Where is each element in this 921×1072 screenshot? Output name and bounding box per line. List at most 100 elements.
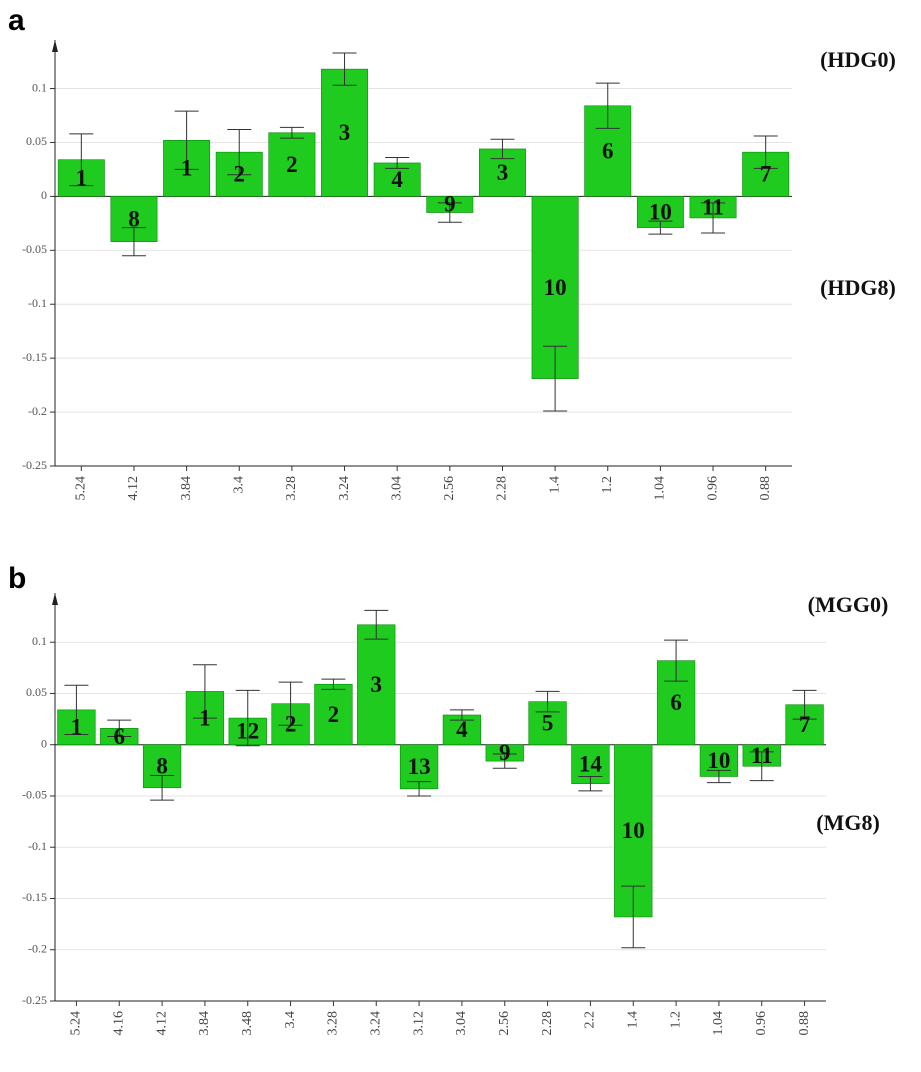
- error-bar: [107, 719, 132, 738]
- error-bar: [437, 202, 462, 223]
- bar-label: 10: [544, 275, 567, 300]
- x-tick-label: 1.04: [653, 476, 668, 501]
- bar-label: 7: [799, 712, 811, 737]
- x-tick-label: 0.88: [797, 1011, 812, 1036]
- error-bar: [235, 689, 260, 747]
- x-tick-label: 4.12: [154, 1011, 169, 1036]
- error-bar: [121, 227, 146, 257]
- x-tick-label: 4.16: [111, 1011, 126, 1036]
- x-tick-label: 5.24: [74, 476, 89, 501]
- x-tick-label: 2.56: [497, 1011, 512, 1036]
- y-tick-label: -0.25: [22, 993, 47, 1007]
- y-tick-label: 0: [41, 188, 47, 202]
- bar-label: 6: [602, 138, 614, 163]
- x-tick-label: 1.2: [600, 476, 615, 494]
- y-tick-label: -0.15: [22, 890, 47, 904]
- error-bar: [706, 769, 731, 784]
- bar: [321, 68, 368, 197]
- x-tick-label: 3.04: [454, 1011, 469, 1036]
- error-bar: [174, 110, 199, 170]
- bar-label: 4: [391, 167, 403, 192]
- error-bar: [332, 52, 357, 86]
- error-bar: [578, 775, 603, 792]
- bar-label: 4: [456, 717, 468, 742]
- error-bar: [192, 664, 217, 719]
- x-tick-label: 1.4: [625, 1011, 640, 1029]
- x-tick-label: 4.12: [126, 476, 141, 501]
- bar-label: 1: [71, 715, 83, 740]
- bar-label: 2: [285, 711, 297, 736]
- error-bar: [385, 157, 410, 169]
- series-label: (MGG0): [808, 592, 889, 617]
- bar-label: 6: [114, 724, 126, 749]
- bar-label: 11: [751, 743, 773, 768]
- y-tick-label: -0.1: [28, 296, 47, 310]
- error-bar: [64, 684, 89, 735]
- bar-label: 1: [199, 705, 211, 730]
- error-bar: [749, 751, 774, 782]
- bar-label: 1: [181, 156, 193, 181]
- error-bar: [543, 345, 568, 412]
- bar: [314, 683, 353, 746]
- bar-label: 13: [408, 754, 431, 779]
- series-label: (HDG8): [820, 275, 896, 300]
- x-tick-label: 2.56: [442, 476, 457, 501]
- y-tick-label: 0.05: [26, 134, 47, 148]
- error-bar: [364, 609, 389, 640]
- bar-label: 3: [497, 160, 509, 185]
- error-bar: [321, 678, 346, 690]
- error-bar: [150, 774, 175, 801]
- x-tick-label: 1.04: [711, 1011, 726, 1036]
- y-tick-label: -0.2: [28, 404, 47, 418]
- bar-label: 2: [234, 162, 246, 187]
- x-tick-label: 0.96: [705, 476, 720, 501]
- bar-label: 2: [328, 702, 340, 727]
- error-bar: [595, 82, 620, 129]
- bar-label: 8: [156, 754, 168, 779]
- y-tick-label: -0.2: [28, 941, 47, 955]
- error-bar: [278, 681, 303, 726]
- error-bar: [69, 133, 94, 187]
- y-tick-label: -0.1: [28, 839, 47, 853]
- series-label: (HDG0): [820, 47, 896, 72]
- x-tick-label: 3.48: [240, 1011, 255, 1036]
- axis-arrow: [52, 593, 58, 605]
- x-tick-label: 3.4: [283, 1011, 298, 1029]
- y-tick-label: -0.05: [22, 242, 47, 256]
- series-label: (MG8): [816, 810, 880, 835]
- error-bar: [792, 689, 817, 720]
- panel-letter: a: [8, 4, 25, 37]
- error-bar: [664, 639, 689, 682]
- y-tick-label: 0.1: [32, 80, 47, 94]
- error-bar: [449, 709, 474, 721]
- bar: [357, 624, 396, 746]
- x-tick-label: 0.96: [754, 1011, 769, 1036]
- panel-letter: b: [8, 562, 26, 595]
- error-bar: [535, 690, 560, 713]
- bar-label: 1: [76, 165, 88, 190]
- bar-label: 11: [702, 194, 724, 219]
- bar-label: 14: [579, 751, 603, 776]
- y-tick-label: 0.05: [26, 685, 47, 699]
- x-tick-label: 3.12: [411, 1011, 426, 1036]
- x-tick-label: 3.24: [337, 476, 352, 501]
- y-tick-label: -0.05: [22, 788, 47, 802]
- axis-arrow: [52, 40, 58, 52]
- x-tick-label: 3.84: [179, 476, 194, 501]
- error-bar: [701, 202, 726, 234]
- y-tick-label: 0.1: [32, 634, 47, 648]
- error-bar: [227, 129, 252, 176]
- bar-label: 9: [444, 192, 456, 217]
- x-tick-label: 0.88: [758, 476, 773, 501]
- error-bar: [407, 781, 432, 797]
- y-tick-label: -0.25: [22, 458, 47, 472]
- x-tick-label: 3.24: [368, 1011, 383, 1036]
- error-bar: [753, 135, 778, 169]
- bar-label: 7: [760, 162, 772, 187]
- bar: [268, 132, 316, 197]
- x-tick-label: 3.4: [231, 476, 246, 494]
- bar-label: 10: [707, 748, 730, 773]
- x-tick-label: 3.04: [389, 476, 404, 501]
- x-tick-label: 3.84: [197, 1011, 212, 1036]
